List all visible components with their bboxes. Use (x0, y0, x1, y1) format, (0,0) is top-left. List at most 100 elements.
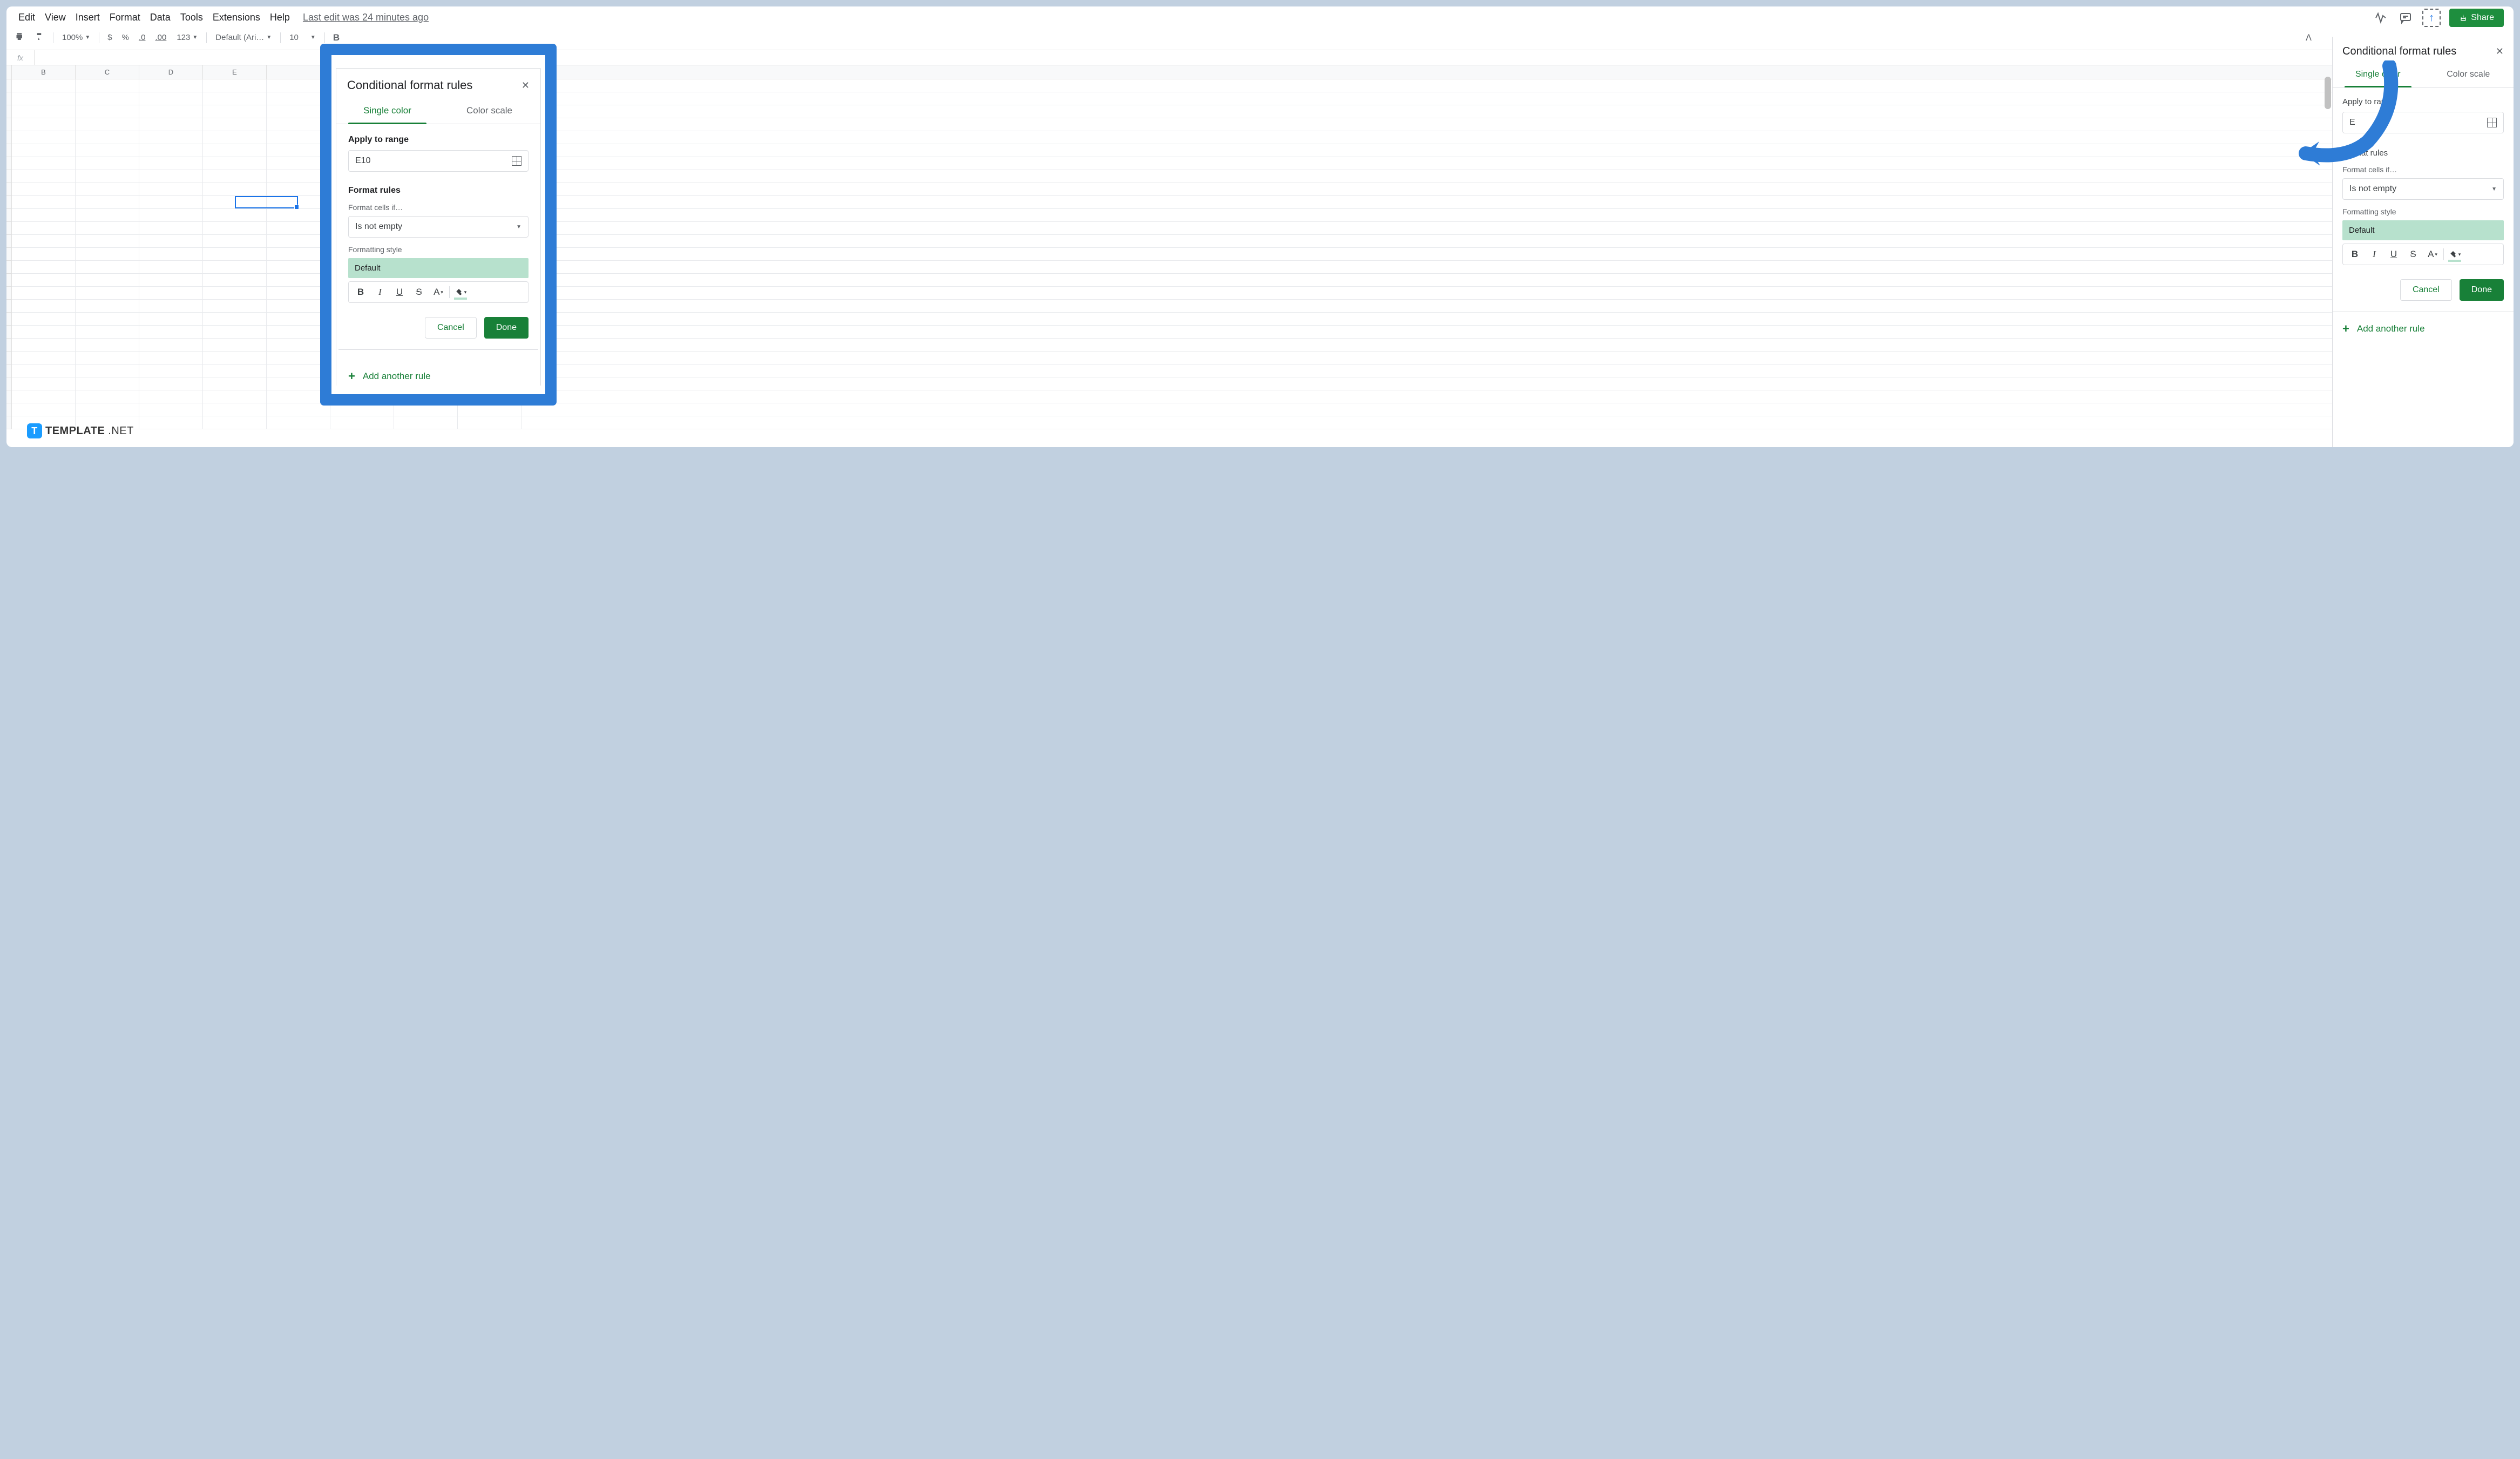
cell[interactable] (394, 403, 458, 416)
cell[interactable] (12, 144, 76, 157)
cell[interactable] (76, 157, 139, 170)
cell[interactable] (521, 170, 2514, 183)
cell[interactable] (139, 209, 203, 222)
cell[interactable] (12, 274, 76, 287)
cell[interactable] (12, 300, 76, 313)
zoom-range-input[interactable]: E10 (348, 150, 529, 172)
row-header[interactable] (6, 326, 12, 339)
row-header[interactable] (6, 209, 12, 222)
cell[interactable] (203, 105, 267, 118)
cell[interactable] (521, 248, 2514, 261)
cell[interactable] (458, 416, 521, 429)
cell[interactable] (76, 235, 139, 248)
cell[interactable] (76, 261, 139, 274)
share-button[interactable]: Share (2449, 9, 2504, 27)
cell[interactable] (521, 390, 2514, 403)
cell[interactable] (76, 377, 139, 390)
cell[interactable] (12, 196, 76, 209)
row-header[interactable] (6, 79, 12, 92)
cell[interactable] (203, 196, 267, 209)
cell[interactable] (521, 313, 2514, 326)
cell[interactable] (76, 144, 139, 157)
print-icon[interactable] (14, 32, 27, 44)
currency-button[interactable]: $ (106, 33, 113, 42)
row-header[interactable] (6, 352, 12, 364)
zoom-cancel-button[interactable]: Cancel (425, 317, 477, 339)
cell[interactable] (139, 105, 203, 118)
cell[interactable] (139, 144, 203, 157)
cell[interactable] (521, 235, 2514, 248)
cell[interactable] (76, 287, 139, 300)
row-header[interactable] (6, 222, 12, 235)
cell[interactable] (203, 144, 267, 157)
row-header[interactable] (6, 261, 12, 274)
cell[interactable] (203, 403, 267, 416)
cell[interactable] (12, 170, 76, 183)
cell[interactable] (139, 261, 203, 274)
cell[interactable] (139, 248, 203, 261)
cell[interactable] (12, 377, 76, 390)
cell[interactable] (521, 403, 2514, 416)
cell[interactable] (521, 144, 2514, 157)
row-header[interactable] (6, 313, 12, 326)
cell[interactable] (12, 222, 76, 235)
row-header[interactable] (6, 403, 12, 416)
cell[interactable] (12, 390, 76, 403)
row-header[interactable] (6, 157, 12, 170)
cell[interactable] (203, 300, 267, 313)
cell[interactable] (76, 79, 139, 92)
cell[interactable] (139, 364, 203, 377)
cell[interactable] (139, 183, 203, 196)
zoom-tab-color-scale[interactable]: Color scale (438, 99, 540, 124)
cell[interactable] (76, 326, 139, 339)
range-input[interactable]: E (2342, 112, 2504, 133)
row-header[interactable] (6, 416, 12, 429)
zoom-select-range-icon[interactable] (512, 156, 521, 166)
cell[interactable] (203, 274, 267, 287)
menu-format[interactable]: Format (110, 12, 140, 23)
cell[interactable] (394, 416, 458, 429)
cell[interactable] (76, 209, 139, 222)
cell[interactable] (521, 287, 2514, 300)
text-color-icon[interactable]: A▾ (2423, 245, 2442, 264)
strikethrough-icon[interactable]: S (409, 282, 429, 302)
cell[interactable] (203, 261, 267, 274)
cell[interactable] (12, 352, 76, 364)
cell[interactable] (76, 339, 139, 352)
cell[interactable] (12, 326, 76, 339)
cell[interactable] (521, 326, 2514, 339)
cell[interactable] (203, 131, 267, 144)
font-size-dropdown[interactable]: 10▼ (287, 32, 318, 43)
percent-button[interactable]: % (120, 33, 131, 42)
cell[interactable] (76, 300, 139, 313)
cell[interactable] (139, 377, 203, 390)
cell[interactable] (139, 352, 203, 364)
cell[interactable] (12, 92, 76, 105)
cell[interactable] (12, 403, 76, 416)
cell[interactable] (203, 157, 267, 170)
cell[interactable] (139, 196, 203, 209)
cell[interactable] (76, 390, 139, 403)
cell[interactable] (521, 118, 2514, 131)
row-header[interactable] (6, 287, 12, 300)
cell[interactable] (203, 248, 267, 261)
column-header[interactable] (521, 65, 2514, 79)
cell[interactable] (76, 170, 139, 183)
cell[interactable] (12, 248, 76, 261)
cell[interactable] (521, 196, 2514, 209)
menu-edit[interactable]: Edit (18, 12, 35, 23)
cell[interactable] (521, 209, 2514, 222)
comment-icon[interactable] (2397, 10, 2414, 26)
cell[interactable] (203, 209, 267, 222)
text-color-icon[interactable]: A▾ (429, 282, 448, 302)
row-header[interactable] (6, 364, 12, 377)
row-header[interactable] (6, 248, 12, 261)
cell[interactable] (76, 364, 139, 377)
cell[interactable] (521, 364, 2514, 377)
cell[interactable] (76, 352, 139, 364)
cell[interactable] (12, 131, 76, 144)
done-button[interactable]: Done (2460, 279, 2504, 301)
cell[interactable] (139, 403, 203, 416)
cell[interactable] (458, 403, 521, 416)
zoom-close-icon[interactable]: ✕ (521, 80, 530, 91)
